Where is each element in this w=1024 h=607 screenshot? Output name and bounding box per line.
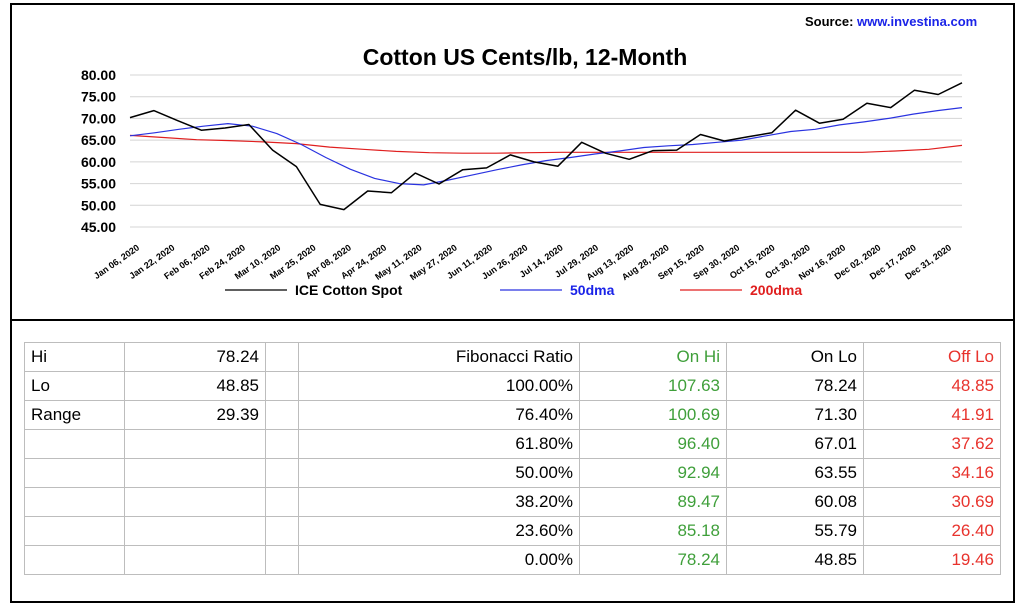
legend-label: ICE Cotton Spot xyxy=(295,282,403,298)
cell-label: Lo xyxy=(24,371,125,401)
cell-fib-ratio: 76.40% xyxy=(298,400,580,430)
y-tick-label: 60.00 xyxy=(81,154,116,170)
page-frame xyxy=(10,3,1015,603)
cell-on-lo: 60.08 xyxy=(726,487,864,517)
cell-off-lo: 26.40 xyxy=(863,516,1001,546)
cell-spacer xyxy=(265,516,299,546)
section-divider xyxy=(10,319,1015,321)
cell-spacer xyxy=(265,458,299,488)
table-row: Lo 48.85 100.00% 107.63 78.24 48.85 xyxy=(24,371,1001,401)
cell-spacer xyxy=(265,400,299,430)
y-tick-label: 80.00 xyxy=(81,67,116,83)
cell-fib-ratio: 100.00% xyxy=(298,371,580,401)
cell-on-hi: 92.94 xyxy=(579,458,727,488)
cell-value xyxy=(124,487,266,517)
cell-spacer xyxy=(265,487,299,517)
cell-spacer xyxy=(265,429,299,459)
cell-on-lo: On Lo xyxy=(726,342,864,372)
grid-lines xyxy=(130,74,962,228)
cell-fib-ratio: 23.60% xyxy=(298,516,580,546)
y-tick-label: 55.00 xyxy=(81,176,116,192)
cell-value: 48.85 xyxy=(124,371,266,401)
fibonacci-table-wrap: Hi 78.24 Fibonacci Ratio On Hi On Lo Off Lo Lo… xyxy=(24,342,1001,575)
cell-off-lo: 37.62 xyxy=(863,429,1001,459)
table-row: 23.60% 85.18 55.79 26.40 xyxy=(24,516,1001,546)
cell-value xyxy=(124,429,266,459)
cell-label xyxy=(24,545,125,575)
cell-fib-ratio: Fibonacci Ratio xyxy=(298,342,580,372)
cell-value xyxy=(124,458,266,488)
cell-on-hi: 85.18 xyxy=(579,516,727,546)
table-row: Range 29.39 76.40% 100.69 71.30 41.91 xyxy=(24,400,1001,430)
cell-fib-ratio: 0.00% xyxy=(298,545,580,575)
cell-on-lo: 63.55 xyxy=(726,458,864,488)
table-row: 50.00% 92.94 63.55 34.16 xyxy=(24,458,1001,488)
cell-value: 78.24 xyxy=(124,342,266,372)
cell-spacer xyxy=(265,371,299,401)
table-row: 61.80% 96.40 67.01 37.62 xyxy=(24,429,1001,459)
cell-fib-ratio: 61.80% xyxy=(298,429,580,459)
cell-fib-ratio: 50.00% xyxy=(298,458,580,488)
source-url[interactable]: www.investina.com xyxy=(857,14,978,29)
cell-value xyxy=(124,545,266,575)
cell-value xyxy=(124,516,266,546)
legend-label: 200dma xyxy=(750,282,802,298)
cell-value: 29.39 xyxy=(124,400,266,430)
table-row: 38.20% 89.47 60.08 30.69 xyxy=(24,487,1001,517)
cell-label xyxy=(24,516,125,546)
chart-series xyxy=(129,82,963,211)
cell-on-hi: 89.47 xyxy=(579,487,727,517)
cell-spacer xyxy=(265,545,299,575)
series-line-ice-cotton-spot xyxy=(129,82,963,211)
cell-off-lo: 48.85 xyxy=(863,371,1001,401)
cell-off-lo: 34.16 xyxy=(863,458,1001,488)
cell-on-lo: 67.01 xyxy=(726,429,864,459)
cell-spacer xyxy=(265,342,299,372)
table-header-row: Hi 78.24 Fibonacci Ratio On Hi On Lo Off Lo xyxy=(24,342,1001,372)
cell-on-hi: 78.24 xyxy=(579,545,727,575)
y-axis-ticks: 45.00 50.00 55.00 60.00 65.00 70.00 75.00 80.00 xyxy=(81,67,116,235)
cell-on-hi: 96.40 xyxy=(579,429,727,459)
cell-on-lo: 78.24 xyxy=(726,371,864,401)
cell-off-lo: 41.91 xyxy=(863,400,1001,430)
cell-on-lo: 71.30 xyxy=(726,400,864,430)
y-tick-label: 65.00 xyxy=(81,132,116,148)
cell-fib-ratio: 38.20% xyxy=(298,487,580,517)
price-chart: Cotton US Cents/lb, 12-Month 45.00 50.00 5… xyxy=(81,44,963,298)
cell-label xyxy=(24,458,125,488)
cell-on-hi: 100.69 xyxy=(579,400,727,430)
y-tick-label: 70.00 xyxy=(81,110,116,126)
cell-label: Hi xyxy=(24,342,125,372)
y-tick-label: 50.00 xyxy=(81,197,116,213)
chart-legend: ICE Cotton Spot 50dma 200dma xyxy=(225,282,802,298)
source-credit: Source: www.investina.com xyxy=(805,14,977,29)
cell-label xyxy=(24,429,125,459)
y-tick-label: 45.00 xyxy=(81,219,116,235)
cell-off-lo: 19.46 xyxy=(863,545,1001,575)
cell-on-lo: 48.85 xyxy=(726,545,864,575)
cell-label xyxy=(24,487,125,517)
cell-on-hi: 107.63 xyxy=(579,371,727,401)
series-line-200dma xyxy=(129,134,963,154)
cell-on-lo: 55.79 xyxy=(726,516,864,546)
chart-title: Cotton US Cents/lb, 12-Month xyxy=(363,44,688,70)
legend-label: 50dma xyxy=(570,282,615,298)
source-label: Source: xyxy=(805,14,854,29)
series-line-50dma xyxy=(129,107,963,186)
table-row: 0.00% 78.24 48.85 19.46 xyxy=(24,545,1001,575)
y-tick-label: 75.00 xyxy=(81,89,116,105)
cell-on-hi: On Hi xyxy=(579,342,727,372)
cell-off-lo: Off Lo xyxy=(863,342,1001,372)
cell-label: Range xyxy=(24,400,125,430)
cell-off-lo: 30.69 xyxy=(863,487,1001,517)
fibonacci-table: Hi 78.24 Fibonacci Ratio On Hi On Lo Off Lo Lo… xyxy=(24,342,1001,575)
